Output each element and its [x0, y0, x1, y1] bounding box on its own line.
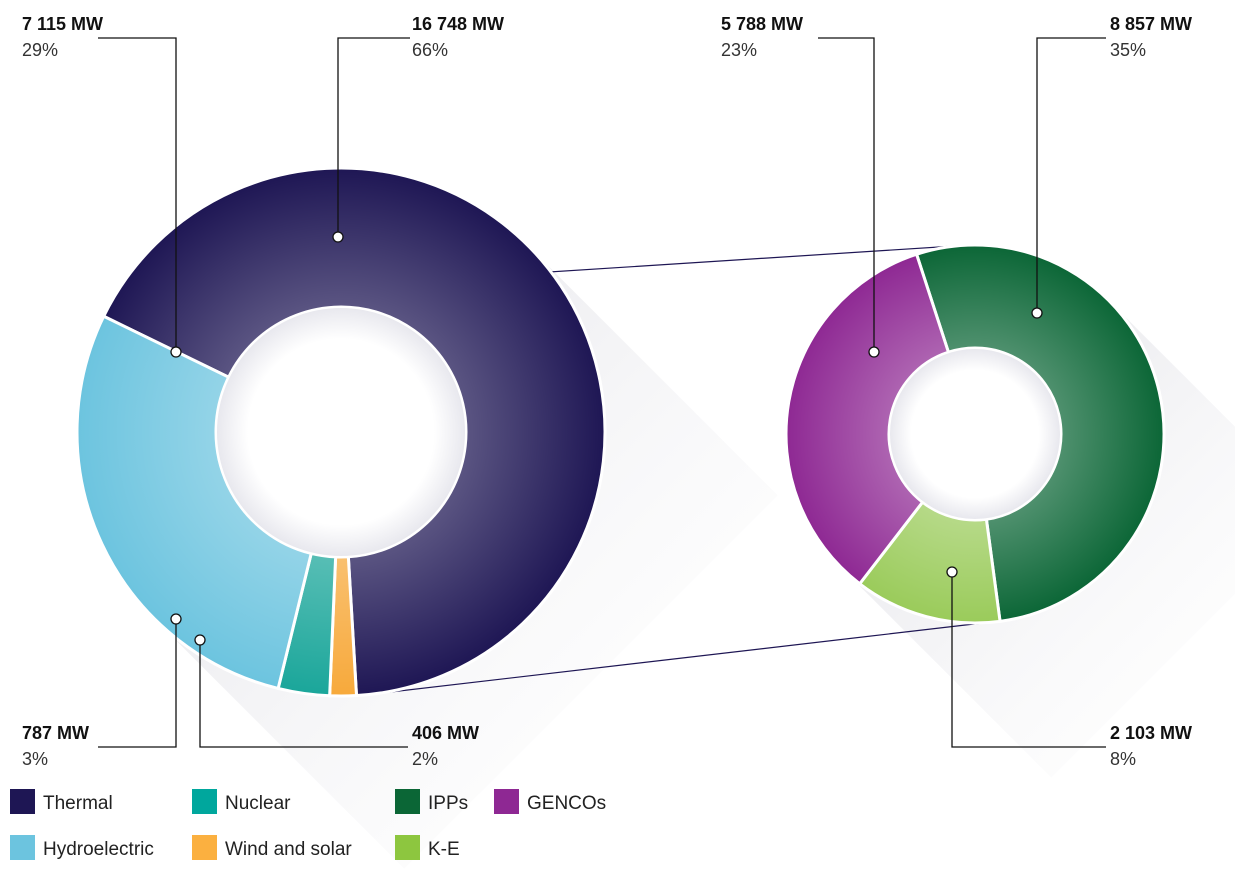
- leader-dot-nuclear: [170, 613, 182, 625]
- data-label-percent-wind_solar: 2%: [412, 749, 438, 769]
- legend-swatch: [192, 789, 217, 814]
- leader-dot-gencos: [868, 346, 880, 358]
- leader-line-wind_solar: [199, 640, 408, 748]
- leader-dot-hydro: [170, 346, 182, 358]
- data-label-value-ke: 2 103 MW: [1110, 723, 1192, 743]
- legend-swatch: [10, 789, 35, 814]
- legend-item-k-e: K-E: [395, 835, 460, 860]
- leader-dot-thermal: [332, 231, 344, 243]
- leader-line-gencos: [818, 37, 875, 352]
- data-label-percent-nuclear: 3%: [22, 749, 48, 769]
- legend-label: Nuclear: [225, 793, 291, 814]
- leader-dot-ke: [946, 566, 958, 578]
- data-label-percent-thermal: 66%: [412, 40, 448, 60]
- leader-dot-ipps: [1031, 307, 1043, 319]
- leader-line-ipps: [1036, 37, 1106, 313]
- data-labels: 16 748 MW 66% 7 115 MW 29% 787 MW 3% 406 MW 2% 5…: [22, 14, 1192, 769]
- data-label-value-thermal: 16 748 MW: [412, 14, 504, 34]
- legend-swatch: [192, 835, 217, 860]
- legend-label: IPPs: [428, 793, 468, 814]
- legend-item-gencos: GENCOs: [494, 789, 606, 814]
- legend-label: K-E: [428, 839, 460, 860]
- leader-line-thermal: [337, 37, 410, 237]
- data-label-percent-ipps: 35%: [1110, 40, 1146, 60]
- legend-label: Thermal: [43, 793, 113, 814]
- data-label-value-hydro: 7 115 MW: [22, 14, 103, 34]
- leader-line-ke: [951, 572, 1106, 748]
- legend-swatch: [10, 835, 35, 860]
- legend-item-thermal: Thermal: [10, 789, 113, 814]
- legend: Thermal Nuclear IPPs GENCOs Hydroelectric Win…: [10, 789, 606, 860]
- data-label-value-wind_solar: 406 MW: [412, 723, 479, 743]
- data-label-percent-hydro: 29%: [22, 40, 58, 60]
- leader-line-nuclear: [98, 619, 177, 748]
- legend-label: Wind and solar: [225, 839, 352, 860]
- legend-item-hydroelectric: Hydroelectric: [10, 835, 154, 860]
- donut-chart-right: [784, 243, 1166, 625]
- legend-swatch: [494, 789, 519, 814]
- data-label-value-ipps: 8 857 MW: [1110, 14, 1192, 34]
- leader-dot-wind_solar: [194, 634, 206, 646]
- legend-item-ipps: IPPs: [395, 789, 468, 814]
- data-label-percent-gencos: 23%: [721, 40, 757, 60]
- data-label-value-nuclear: 787 MW: [22, 723, 89, 743]
- donut-hole: [217, 308, 465, 556]
- label-leader-lines: [98, 37, 1106, 748]
- legend-swatch: [395, 835, 420, 860]
- connector-line-bottom: [374, 622, 985, 695]
- legend-swatch: [395, 789, 420, 814]
- legend-item-nuclear: Nuclear: [192, 789, 291, 814]
- legend-label: GENCOs: [527, 793, 606, 814]
- data-label-percent-ke: 8%: [1110, 749, 1136, 769]
- legend-label: Hydroelectric: [43, 839, 154, 860]
- legend-item-wind-and-solar: Wind and solar: [192, 835, 352, 860]
- leader-line-hydro: [98, 37, 177, 352]
- donut-chart-left: [75, 166, 607, 698]
- data-label-value-gencos: 5 788 MW: [721, 14, 803, 34]
- donut-hole: [890, 349, 1060, 519]
